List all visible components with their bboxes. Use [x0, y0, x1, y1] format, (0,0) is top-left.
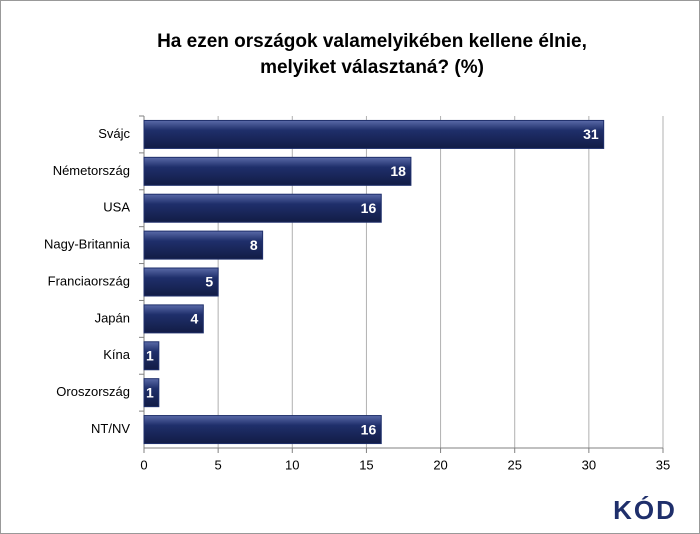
- chart-title: melyiket választaná? (%): [260, 57, 484, 78]
- bar: [143, 156, 412, 186]
- y-tick-label: NT/NV: [91, 421, 130, 436]
- value-label: 5: [205, 274, 213, 290]
- y-tick-label: Oroszország: [56, 384, 130, 399]
- bar: [143, 119, 605, 149]
- x-tick-label: 35: [656, 457, 670, 472]
- y-tick-label: Németország: [53, 163, 130, 178]
- value-label: 4: [191, 311, 199, 327]
- value-label: 31: [583, 126, 599, 142]
- x-tick-label: 20: [433, 457, 447, 472]
- bar: [143, 267, 219, 297]
- value-label: 16: [361, 421, 377, 437]
- bar: [143, 230, 264, 260]
- value-label: 16: [361, 200, 377, 216]
- x-tick-label: 10: [285, 457, 299, 472]
- value-label: 18: [390, 163, 406, 179]
- y-tick-label: Svájc: [98, 126, 130, 141]
- x-tick-label: 25: [507, 457, 521, 472]
- logo: KÓD: [613, 495, 677, 525]
- y-tick-label: Kína: [103, 347, 131, 362]
- bar: [143, 341, 160, 371]
- value-label: 1: [146, 347, 154, 363]
- bar: [143, 304, 204, 334]
- y-tick-label: USA: [103, 200, 130, 215]
- chart-title: Ha ezen országok valamelyikében kellene …: [157, 31, 587, 52]
- bar: [143, 193, 382, 223]
- y-tick-label: Franciaország: [48, 273, 130, 288]
- x-tick-label: 15: [359, 457, 373, 472]
- x-tick-label: 30: [582, 457, 596, 472]
- value-label: 8: [250, 237, 258, 253]
- value-label: 1: [146, 384, 154, 400]
- bar: [143, 415, 382, 445]
- y-tick-label: Japán: [95, 310, 130, 325]
- x-tick-label: 0: [140, 457, 147, 472]
- x-tick-label: 5: [215, 457, 222, 472]
- bar: [143, 378, 160, 408]
- y-tick-label: Nagy-Britannia: [44, 237, 131, 252]
